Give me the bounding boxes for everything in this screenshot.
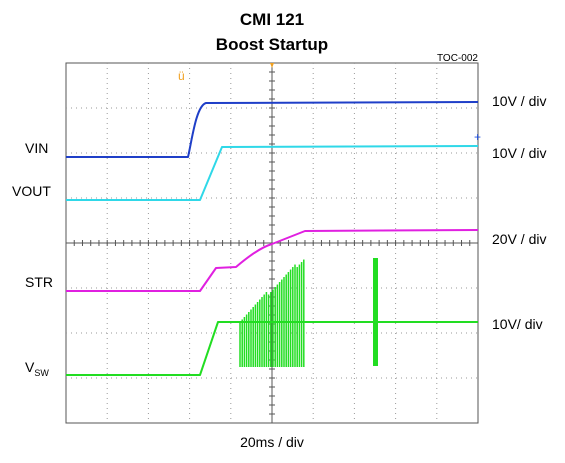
vsw-trace (66, 321, 478, 376)
channel-scale: 20V / div (492, 231, 546, 247)
channel-label-main: V (25, 359, 35, 375)
channel-label-sub: SW (34, 368, 49, 378)
channel-label: VSW (25, 359, 49, 378)
level-marker: + (474, 130, 481, 144)
channel-label: STR (25, 274, 53, 290)
channel-label: VIN (25, 140, 48, 156)
trigger-marker: ü (178, 69, 185, 83)
vsw-spike (373, 258, 378, 366)
title: CMI 121 (240, 10, 304, 29)
vin-trace (66, 101, 479, 158)
str-trace (66, 229, 479, 292)
channel-scale: 10V / div (492, 93, 546, 109)
channel-label: VOUT (12, 183, 51, 199)
vout-trace (66, 145, 479, 201)
channel-scale: 10V / div (492, 145, 546, 161)
figure-code: TOC-002 (437, 53, 478, 64)
vsw-burst (239, 259, 305, 367)
time-marker (270, 63, 274, 68)
timebase: 20ms / div (240, 434, 304, 450)
channel-scale: 10V/ div (492, 316, 543, 332)
subtitle: Boost Startup (216, 35, 328, 54)
